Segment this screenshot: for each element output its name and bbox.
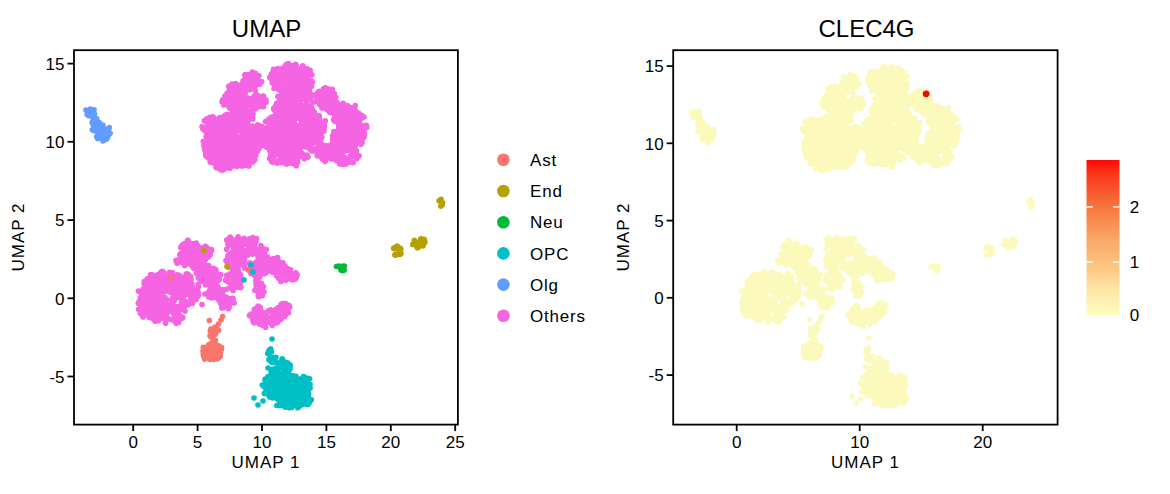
svg-text:10: 10: [850, 433, 869, 452]
svg-text:2: 2: [1130, 198, 1139, 217]
svg-text:5: 5: [654, 212, 663, 231]
svg-text:15: 15: [317, 433, 336, 452]
svg-text:10: 10: [46, 133, 65, 152]
svg-text:10: 10: [253, 433, 272, 452]
svg-text:UMAP 1: UMAP 1: [232, 453, 301, 472]
svg-text:20: 20: [973, 433, 992, 452]
svg-text:0: 0: [55, 290, 64, 309]
svg-text:25: 25: [446, 433, 465, 452]
svg-text:End: End: [530, 182, 563, 201]
svg-text:5: 5: [193, 433, 202, 452]
svg-text:-5: -5: [649, 366, 664, 385]
svg-text:OPC: OPC: [530, 245, 569, 264]
svg-text:5: 5: [55, 211, 64, 230]
svg-text:1: 1: [1130, 253, 1139, 272]
svg-text:UMAP 1: UMAP 1: [831, 453, 900, 472]
svg-text:Olg: Olg: [530, 276, 559, 295]
svg-text:UMAP 2: UMAP 2: [9, 203, 28, 272]
svg-text:UMAP 2: UMAP 2: [614, 203, 633, 272]
svg-text:Ast: Ast: [530, 151, 557, 170]
svg-text:15: 15: [645, 57, 664, 76]
svg-text:10: 10: [645, 135, 664, 154]
svg-text:0: 0: [732, 433, 741, 452]
svg-text:-5: -5: [49, 368, 64, 387]
svg-text:0: 0: [1130, 306, 1139, 325]
svg-text:Neu: Neu: [530, 213, 564, 232]
svg-text:0: 0: [128, 433, 137, 452]
svg-text:15: 15: [46, 55, 65, 74]
svg-text:Others: Others: [530, 307, 586, 326]
svg-text:CLEC4G: CLEC4G: [818, 15, 914, 42]
svg-text:20: 20: [381, 433, 400, 452]
svg-text:UMAP: UMAP: [232, 15, 301, 42]
svg-text:0: 0: [654, 289, 663, 308]
